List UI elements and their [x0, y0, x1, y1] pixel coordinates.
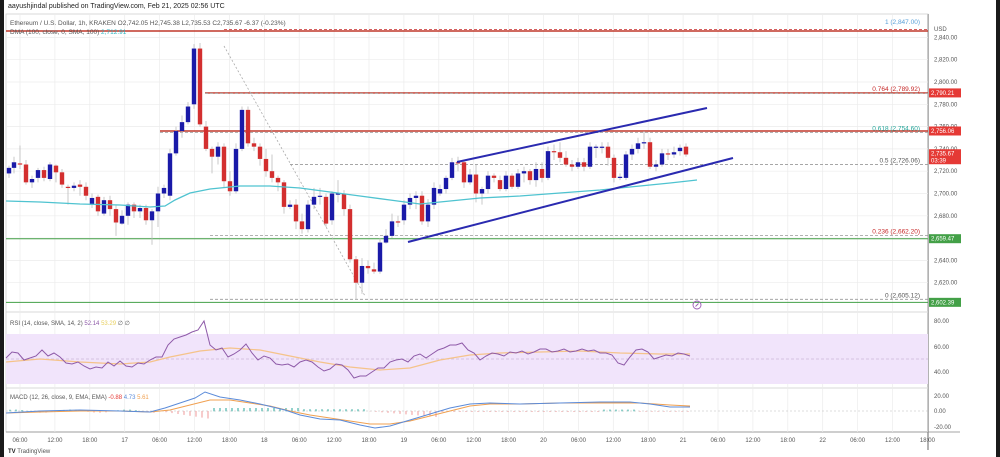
svg-text:18:00: 18:00: [82, 438, 98, 444]
left-border: [0, 0, 4, 457]
alert-icon[interactable]: [692, 300, 702, 310]
svg-text:1 (2,847.00): 1 (2,847.00): [885, 19, 920, 26]
svg-text:12:00: 12:00: [745, 438, 761, 444]
svg-text:12:00: 12:00: [885, 438, 901, 444]
macd-value: 4.73: [123, 395, 136, 401]
tradingview-logo-text: TradingView: [17, 449, 51, 455]
svg-text:40.00: 40.00: [934, 370, 950, 376]
channel-upper-line[interactable]: [456, 107, 708, 163]
channel-lower-line[interactable]: [407, 157, 734, 243]
svg-text:2,680.00: 2,680.00: [934, 214, 958, 220]
svg-text:12:00: 12:00: [47, 438, 63, 444]
rsi-legend[interactable]: RSI (14, close, SMA, 14, 2) 52.14 53.29 …: [10, 320, 130, 327]
svg-text:12:00: 12:00: [466, 438, 482, 444]
svg-text:17: 17: [121, 438, 128, 444]
rsi-value: 52.14: [84, 321, 100, 327]
svg-text:2,790.21: 2,790.21: [931, 91, 955, 97]
tradingview-logo[interactable]: TV TradingView: [8, 449, 51, 455]
svg-text:18:00: 18:00: [641, 438, 657, 444]
dma-label: DMA (100, close, 0, SMA, 100): [10, 29, 100, 36]
svg-text:2,620.00: 2,620.00: [934, 281, 958, 287]
svg-text:2,800.00: 2,800.00: [934, 80, 958, 86]
svg-text:2,659.47: 2,659.47: [931, 237, 955, 243]
svg-text:18:00: 18:00: [501, 438, 517, 444]
rsi-label: RSI (14, close, SMA, 14, 2): [10, 321, 83, 327]
svg-text:0 (2,605.12): 0 (2,605.12): [885, 292, 920, 299]
svg-text:2,640.00: 2,640.00: [934, 258, 958, 264]
currency-label: USD: [934, 27, 947, 33]
svg-text:18:00: 18:00: [920, 438, 936, 444]
svg-text:22: 22: [819, 438, 826, 444]
macd-legend[interactable]: MACD (12, 26, close, 9, EMA, EMA) -0.88 …: [10, 395, 149, 401]
svg-text:03:39: 03:39: [931, 159, 947, 165]
svg-text:0.236 (2,662.20): 0.236 (2,662.20): [872, 229, 920, 236]
dma-value: 2,712.91: [101, 29, 127, 36]
axis-labels: 2,840.002,820.002,800.002,780.002,760.00…: [12, 35, 958, 444]
fib-labels: 1 (2,847.00) 0.764 (2,789.92) 0.618 (2,754…: [872, 19, 920, 299]
svg-text:12:00: 12:00: [187, 438, 203, 444]
svg-text:20: 20: [540, 438, 547, 444]
svg-text:2,700.00: 2,700.00: [934, 192, 958, 198]
svg-text:21: 21: [680, 438, 687, 444]
svg-text:0.618 (2,754.60): 0.618 (2,754.60): [872, 126, 920, 133]
macd-line: [5, 391, 690, 429]
svg-text:2,756.06: 2,756.06: [931, 129, 955, 135]
svg-text:0.764 (2,789.92): 0.764 (2,789.92): [872, 86, 920, 93]
svg-text:20.00: 20.00: [934, 394, 950, 400]
macd-signal-value: 5.61: [137, 395, 149, 401]
svg-text:2,780.00: 2,780.00: [934, 102, 958, 108]
rsi-extra: ∅ ∅: [117, 321, 130, 327]
svg-text:18:00: 18:00: [222, 438, 238, 444]
svg-text:2,602.39: 2,602.39: [931, 300, 955, 306]
rsi-line: [5, 319, 691, 379]
svg-text:18:00: 18:00: [361, 438, 377, 444]
svg-text:-20.00: -20.00: [934, 425, 952, 431]
svg-text:06:00: 06:00: [710, 438, 726, 444]
dma-legend[interactable]: DMA (100, close, 0, SMA, 100) 2,712.91: [10, 29, 126, 36]
svg-text:12:00: 12:00: [327, 438, 343, 444]
right-border: [996, 0, 1000, 457]
svg-text:06:00: 06:00: [571, 438, 587, 444]
svg-text:06:00: 06:00: [152, 438, 168, 444]
svg-text:2,720.00: 2,720.00: [934, 169, 958, 175]
svg-text:18: 18: [261, 438, 268, 444]
horizontal-levels: [6, 29, 928, 303]
svg-text:06:00: 06:00: [12, 438, 28, 444]
svg-text:2,820.00: 2,820.00: [934, 58, 958, 64]
svg-text:19: 19: [401, 438, 408, 444]
macd-signal-line: [5, 399, 691, 425]
sma-100-line: [5, 179, 698, 208]
macd-label: MACD (12, 26, close, 9, EMA, EMA): [10, 395, 107, 401]
svg-text:12:00: 12:00: [606, 438, 622, 444]
svg-text:06:00: 06:00: [431, 438, 447, 444]
svg-text:0.00: 0.00: [934, 409, 946, 415]
candlesticks: [6, 42, 689, 300]
symbol-legend[interactable]: Ethereum / U.S. Dollar, 1h, KRAKEN O2,74…: [10, 20, 286, 27]
macd-histogram: [9, 408, 689, 419]
svg-text:18:00: 18:00: [780, 438, 796, 444]
svg-text:0.5 (2,726.06): 0.5 (2,726.06): [880, 157, 920, 164]
svg-text:2,735.67: 2,735.67: [931, 152, 955, 158]
svg-text:06:00: 06:00: [292, 438, 308, 444]
svg-text:60.00: 60.00: [934, 345, 950, 351]
published-caption: aayushjindal published on TradingView.co…: [8, 3, 225, 10]
macd-hist-value: -0.88: [108, 395, 123, 401]
rsi-ma-value: 53.29: [101, 321, 117, 327]
svg-text:06:00: 06:00: [850, 438, 866, 444]
svg-text:80.00: 80.00: [934, 319, 950, 325]
svg-text:2,840.00: 2,840.00: [934, 35, 958, 41]
